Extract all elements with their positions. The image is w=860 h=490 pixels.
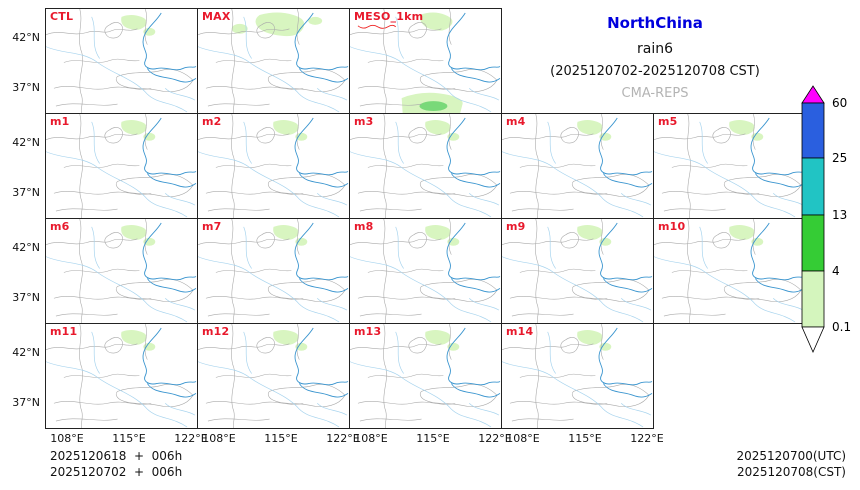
- init-time-line1: 2025120618 + 006h: [50, 449, 183, 463]
- panel-label: MESO_1km: [354, 10, 424, 23]
- panel-label: m1: [50, 115, 70, 128]
- variable-title: rain6: [636, 41, 673, 57]
- lon-tick: 108°E: [202, 432, 236, 445]
- colorbar-tick: 13: [832, 208, 848, 222]
- panel-label: m14: [506, 325, 534, 338]
- panel-label: MAX: [202, 10, 231, 23]
- map-m13: [350, 324, 501, 428]
- map-m10: [654, 219, 805, 323]
- period-title: (2025120702-2025120708 CST): [550, 64, 760, 79]
- lat-tick: 37°N: [12, 291, 40, 304]
- map-m4: [502, 114, 653, 218]
- panel-label: m10: [658, 220, 686, 233]
- panel-label: m2: [202, 115, 222, 128]
- lon-tick: 115°E: [112, 432, 146, 445]
- lon-tick: 122°E: [174, 432, 208, 445]
- map-m5: [654, 114, 805, 218]
- lat-tick: 42°N: [12, 31, 40, 44]
- panel-label: m11: [50, 325, 78, 338]
- panel-m4: m4: [501, 113, 654, 219]
- map-m1: [46, 114, 197, 218]
- lon-tick: 108°E: [354, 432, 388, 445]
- lat-tick: 42°N: [12, 241, 40, 254]
- valid-time-cst: 2025120708(CST): [736, 465, 846, 479]
- map-m2: [198, 114, 349, 218]
- panel-meso-1km: MESO_1km: [349, 8, 502, 114]
- title-block: NorthChina rain6 (2025120702-2025120708 …: [505, 14, 805, 101]
- map-meso-1km: [350, 9, 501, 113]
- panel-label: m5: [658, 115, 678, 128]
- colorbar-tick: 4: [832, 264, 840, 278]
- lon-tick: 115°E: [264, 432, 298, 445]
- panel-label: m3: [354, 115, 374, 128]
- panel-label: CTL: [50, 10, 74, 23]
- init-time-line2: 2025120702 + 006h: [50, 465, 183, 479]
- panel-max: MAX: [197, 8, 350, 114]
- panel-m6: m6: [45, 218, 198, 324]
- panel-m5: m5: [653, 113, 806, 219]
- map-m14: [502, 324, 653, 428]
- panel-m14: m14: [501, 323, 654, 429]
- map-m12: [198, 324, 349, 428]
- panel-label: m13: [354, 325, 382, 338]
- lon-tick: 115°E: [568, 432, 602, 445]
- map-ctl: [46, 9, 197, 113]
- map-m11: [46, 324, 197, 428]
- lon-tick: 108°E: [506, 432, 540, 445]
- lat-tick: 37°N: [12, 186, 40, 199]
- lat-tick: 42°N: [12, 136, 40, 149]
- map-m3: [350, 114, 501, 218]
- panel-m10: m10: [653, 218, 806, 324]
- colorbar-tick: 0.1: [832, 320, 852, 334]
- lon-tick: 108°E: [50, 432, 84, 445]
- panel-label: m8: [354, 220, 374, 233]
- panel-m3: m3: [349, 113, 502, 219]
- panel-m9: m9: [501, 218, 654, 324]
- lat-tick: 37°N: [12, 396, 40, 409]
- lon-tick: 122°E: [478, 432, 512, 445]
- colorbar-tick: 25: [832, 151, 848, 165]
- map-max: [198, 9, 349, 113]
- colorbar-tick: 60: [832, 96, 848, 110]
- panel-m12: m12: [197, 323, 350, 429]
- panel-m2: m2: [197, 113, 350, 219]
- lon-tick: 115°E: [416, 432, 450, 445]
- panel-m11: m11: [45, 323, 198, 429]
- panel-label: m12: [202, 325, 230, 338]
- lon-tick: 122°E: [326, 432, 360, 445]
- panel-label: m9: [506, 220, 526, 233]
- lat-tick: 42°N: [12, 346, 40, 359]
- lon-tick: 122°E: [630, 432, 664, 445]
- model-title: CMA-REPS: [621, 86, 689, 101]
- colorbar: [801, 85, 825, 353]
- panel-m1: m1: [45, 113, 198, 219]
- valid-time-utc: 2025120700(UTC): [736, 449, 847, 463]
- lat-tick: 37°N: [12, 81, 40, 94]
- panel-label: m4: [506, 115, 526, 128]
- map-m9: [502, 219, 653, 323]
- panel-m8: m8: [349, 218, 502, 324]
- panel-m13: m13: [349, 323, 502, 429]
- map-m7: [198, 219, 349, 323]
- panel-label: m7: [202, 220, 222, 233]
- panel-m7: m7: [197, 218, 350, 324]
- region-title: NorthChina: [607, 14, 703, 32]
- panel-label: m6: [50, 220, 70, 233]
- panel-ctl: CTL: [45, 8, 198, 114]
- map-m8: [350, 219, 501, 323]
- map-m6: [46, 219, 197, 323]
